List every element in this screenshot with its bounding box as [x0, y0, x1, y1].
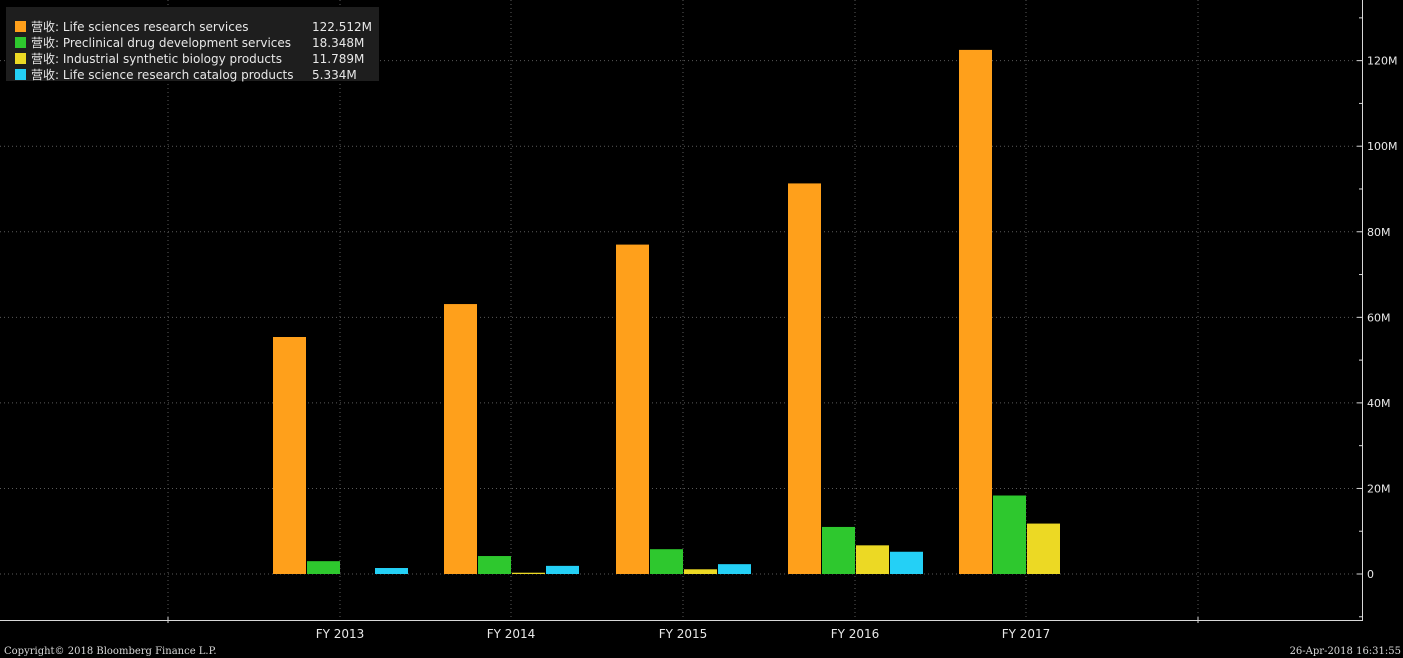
bar [1027, 523, 1060, 574]
bar [444, 304, 477, 574]
legend-label: 营收: Life sciences research services [31, 20, 249, 34]
y-tick-label: 120M [1367, 55, 1398, 68]
bar [650, 549, 683, 574]
legend-value: 18.348M [312, 36, 365, 50]
bar [512, 572, 545, 574]
bar [890, 551, 923, 574]
bar-series [273, 49, 1060, 575]
copyright-text: Copyright© 2018 Bloomberg Finance L.P. [4, 646, 217, 657]
bar [959, 49, 992, 574]
legend-value: 5.334M [312, 68, 357, 82]
y-tick-label: 0 [1367, 568, 1374, 581]
y-tick-label: 80M [1367, 226, 1391, 239]
legend-swatch [15, 37, 26, 48]
legend-label: 营收: Life science research catalog produc… [31, 68, 294, 82]
y-tick-label: 60M [1367, 311, 1391, 324]
legend-label: 营收: Preclinical drug development service… [31, 36, 292, 50]
bar [478, 556, 511, 574]
bar [993, 495, 1026, 574]
axes: 0 20M 40M 60M 80M 100M 120M FY 2013 FY 2014 FY 20… [0, 0, 1398, 641]
legend-swatch [15, 53, 26, 64]
legend-swatch [15, 69, 26, 80]
y-tick-label: 20M [1367, 482, 1391, 495]
bar [616, 244, 649, 574]
x-tick-label: FY 2014 [487, 627, 536, 641]
timestamp-text: 26-Apr-2018 16:31:55 [1289, 646, 1401, 657]
y-tick-label: 100M [1367, 140, 1398, 153]
legend-swatch [15, 21, 26, 32]
bar [788, 183, 821, 575]
grid-lines [0, 0, 1362, 620]
x-tick-label: FY 2015 [659, 627, 708, 641]
y-tick-label: 40M [1367, 397, 1391, 410]
legend: 营收: Life sciences research services 122.… [6, 7, 379, 82]
legend-value: 11.789M [312, 52, 365, 66]
bar [856, 545, 889, 574]
bar [375, 568, 408, 574]
legend-label: 营收: Industrial synthetic biology product… [31, 52, 282, 66]
x-tick-label: FY 2013 [316, 627, 365, 641]
bar [546, 565, 579, 574]
bar [822, 526, 855, 574]
x-tick-label: FY 2016 [831, 627, 880, 641]
bar [684, 569, 717, 574]
legend-value: 122.512M [312, 20, 372, 34]
bar [307, 561, 340, 574]
bar [718, 564, 751, 574]
x-tick-label: FY 2017 [1002, 627, 1051, 641]
bar [273, 336, 306, 574]
